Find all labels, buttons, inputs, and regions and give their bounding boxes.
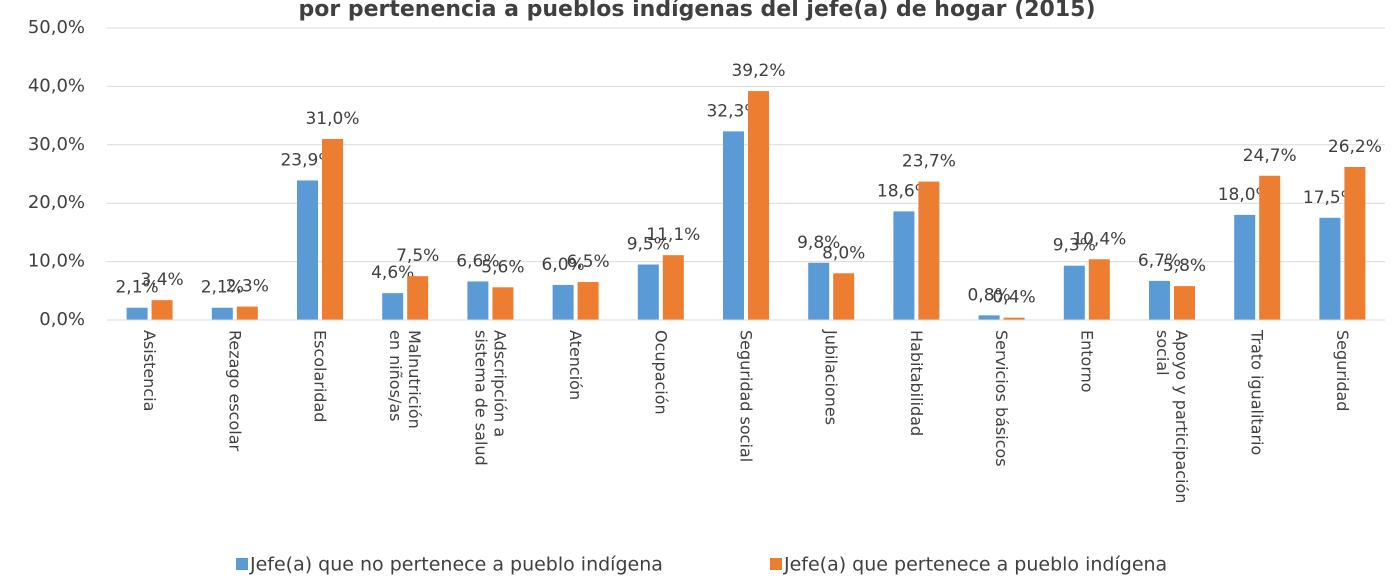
data-label: 9,3% xyxy=(1053,236,1096,256)
bar xyxy=(467,281,489,320)
data-label: 31,0% xyxy=(305,109,359,129)
bar xyxy=(748,91,769,321)
bar xyxy=(151,300,173,320)
bar xyxy=(1234,214,1256,320)
y-tick-label: 20,0% xyxy=(28,192,85,213)
y-tick-label: 10,0% xyxy=(28,251,85,272)
bar xyxy=(211,307,233,320)
bar xyxy=(1319,217,1341,320)
x-tick-label: Adscripción a xyxy=(490,330,509,437)
x-tick-label: en niños/as xyxy=(386,330,405,421)
legend-label: Jefe(a) que no pertenece a pueblo indíge… xyxy=(249,554,663,576)
bar xyxy=(893,211,915,320)
bar xyxy=(1344,166,1366,320)
x-tick-label: Rezago escolar xyxy=(225,330,244,451)
data-label: 9,5% xyxy=(627,235,670,255)
x-tick-label: Atención xyxy=(566,330,585,400)
data-label: 6,5% xyxy=(566,252,609,272)
x-tick-label: sistema de salud xyxy=(471,330,490,466)
data-label: 23,9% xyxy=(280,150,334,170)
x-tick-label: Apoyo y participación xyxy=(1172,330,1191,503)
x-tick-label: Escolaridad xyxy=(311,330,330,422)
data-label: 2,1% xyxy=(201,278,244,298)
data-label: 10,4% xyxy=(1072,229,1126,249)
x-tick-label: Jubilaciones xyxy=(822,329,841,425)
bar xyxy=(1003,317,1025,320)
data-label: 5,6% xyxy=(481,257,524,277)
x-tick-label: Habitabilidad xyxy=(907,330,926,436)
bar xyxy=(637,264,659,320)
data-label: 3,4% xyxy=(140,270,183,290)
bar xyxy=(236,306,258,320)
y-tick-label: 0,0% xyxy=(39,309,85,330)
data-label: 23,7% xyxy=(902,152,956,172)
legend-swatch xyxy=(236,558,248,570)
bar xyxy=(662,255,684,320)
bar xyxy=(382,293,404,320)
bar xyxy=(808,262,830,320)
x-tick-label: Seguridad xyxy=(1333,330,1352,411)
chart-title: por pertenencia a pueblos indígenas del … xyxy=(298,0,1095,22)
bar xyxy=(577,282,599,320)
bar xyxy=(492,287,514,320)
x-tick-label: Seguridad social xyxy=(737,330,756,462)
data-label: 18,0% xyxy=(1218,185,1272,205)
data-label: 6,0% xyxy=(541,255,584,275)
bar xyxy=(1063,265,1085,320)
data-label: 9,8% xyxy=(797,233,840,253)
data-label: 11,1% xyxy=(646,225,700,245)
x-tick-label: Entorno xyxy=(1077,330,1096,393)
bar xyxy=(978,315,1000,320)
bar xyxy=(1149,280,1170,320)
bar xyxy=(322,138,343,320)
x-tick-label: Malnutrición xyxy=(405,330,424,429)
data-label: 18,6% xyxy=(877,181,931,201)
y-tick-label: 50,0% xyxy=(28,17,85,38)
data-label: 6,7% xyxy=(1138,251,1181,271)
bar xyxy=(918,181,940,320)
bar xyxy=(297,180,318,320)
data-label: 5,8% xyxy=(1163,256,1206,276)
bar xyxy=(1259,175,1281,320)
x-tick-label: Trato igualitario xyxy=(1248,329,1267,455)
x-tick-label: Ocupación xyxy=(651,330,670,415)
data-label: 8,0% xyxy=(822,243,865,263)
data-label: 0,4% xyxy=(992,288,1035,308)
legend-label: Jefe(a) que pertenece a pueblo indígena xyxy=(783,554,1167,576)
data-label: 39,2% xyxy=(731,61,785,81)
bar xyxy=(552,284,574,320)
bar xyxy=(407,276,429,320)
data-label: 26,2% xyxy=(1328,137,1382,157)
data-label: 0,8% xyxy=(967,285,1010,305)
data-label: 2,3% xyxy=(226,277,269,297)
bar xyxy=(126,307,148,320)
legend-swatch xyxy=(770,558,782,570)
bar xyxy=(833,273,855,320)
y-tick-label: 40,0% xyxy=(28,75,85,96)
x-tick-label: social xyxy=(1153,330,1172,376)
bar xyxy=(723,131,744,320)
data-label: 17,5% xyxy=(1303,188,1357,208)
x-tick-label: Asistencia xyxy=(140,330,159,411)
data-label: 7,5% xyxy=(396,246,439,266)
data-label: 32,3% xyxy=(706,101,760,121)
bar xyxy=(1088,259,1110,320)
data-label: 4,6% xyxy=(371,263,414,283)
data-label: 2,1% xyxy=(115,278,158,298)
y-tick-label: 30,0% xyxy=(28,134,85,155)
x-tick-label: Servicios básicos xyxy=(992,330,1011,467)
bar xyxy=(1174,286,1195,320)
data-label: 24,7% xyxy=(1243,146,1297,166)
data-label: 6,6% xyxy=(456,251,499,271)
